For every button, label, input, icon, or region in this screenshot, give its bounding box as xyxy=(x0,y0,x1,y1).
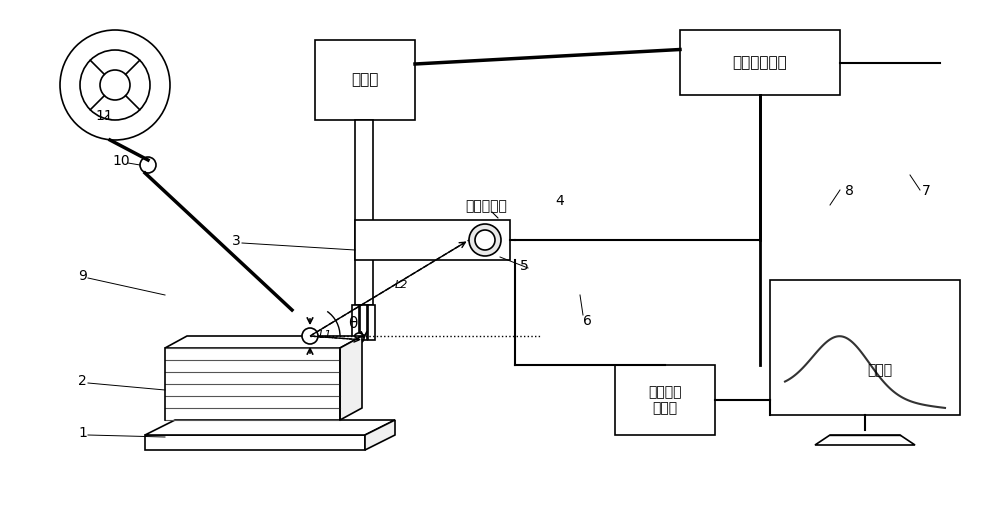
Text: 4: 4 xyxy=(555,194,564,208)
Text: 9: 9 xyxy=(78,269,87,283)
Bar xyxy=(368,305,375,340)
Bar xyxy=(360,305,367,340)
Circle shape xyxy=(100,70,130,100)
Bar xyxy=(145,435,365,450)
Text: 7: 7 xyxy=(922,184,931,198)
Polygon shape xyxy=(365,420,395,450)
Polygon shape xyxy=(165,336,362,348)
Bar xyxy=(315,40,415,120)
Text: L2: L2 xyxy=(394,280,408,290)
Circle shape xyxy=(469,224,501,256)
Circle shape xyxy=(475,230,495,250)
Text: 6: 6 xyxy=(583,314,592,328)
Text: 机器人控制柜: 机器人控制柜 xyxy=(733,55,787,70)
Text: 8: 8 xyxy=(845,184,854,198)
Bar xyxy=(352,305,359,340)
Bar xyxy=(770,280,960,415)
Circle shape xyxy=(60,30,170,140)
Text: θ: θ xyxy=(348,316,357,331)
Polygon shape xyxy=(340,336,362,420)
Circle shape xyxy=(354,333,364,343)
Text: 11: 11 xyxy=(95,109,113,123)
Bar xyxy=(615,365,715,435)
Text: 5: 5 xyxy=(520,259,529,273)
Polygon shape xyxy=(815,435,915,445)
Text: 2: 2 xyxy=(78,374,87,388)
Text: 计算机: 计算机 xyxy=(867,363,893,377)
Text: 温度传感器: 温度传感器 xyxy=(465,199,507,213)
Circle shape xyxy=(80,50,150,120)
Text: 机器人: 机器人 xyxy=(351,73,379,87)
Text: 温度采集
控制仪: 温度采集 控制仪 xyxy=(648,385,682,415)
Polygon shape xyxy=(145,420,395,435)
Bar xyxy=(355,220,510,260)
Text: 3: 3 xyxy=(232,234,241,248)
Text: L1: L1 xyxy=(319,330,332,340)
Bar xyxy=(355,120,373,305)
Bar xyxy=(680,30,840,95)
Text: 1: 1 xyxy=(78,426,87,440)
Circle shape xyxy=(140,157,156,173)
Circle shape xyxy=(302,328,318,344)
Text: 10: 10 xyxy=(112,154,130,168)
